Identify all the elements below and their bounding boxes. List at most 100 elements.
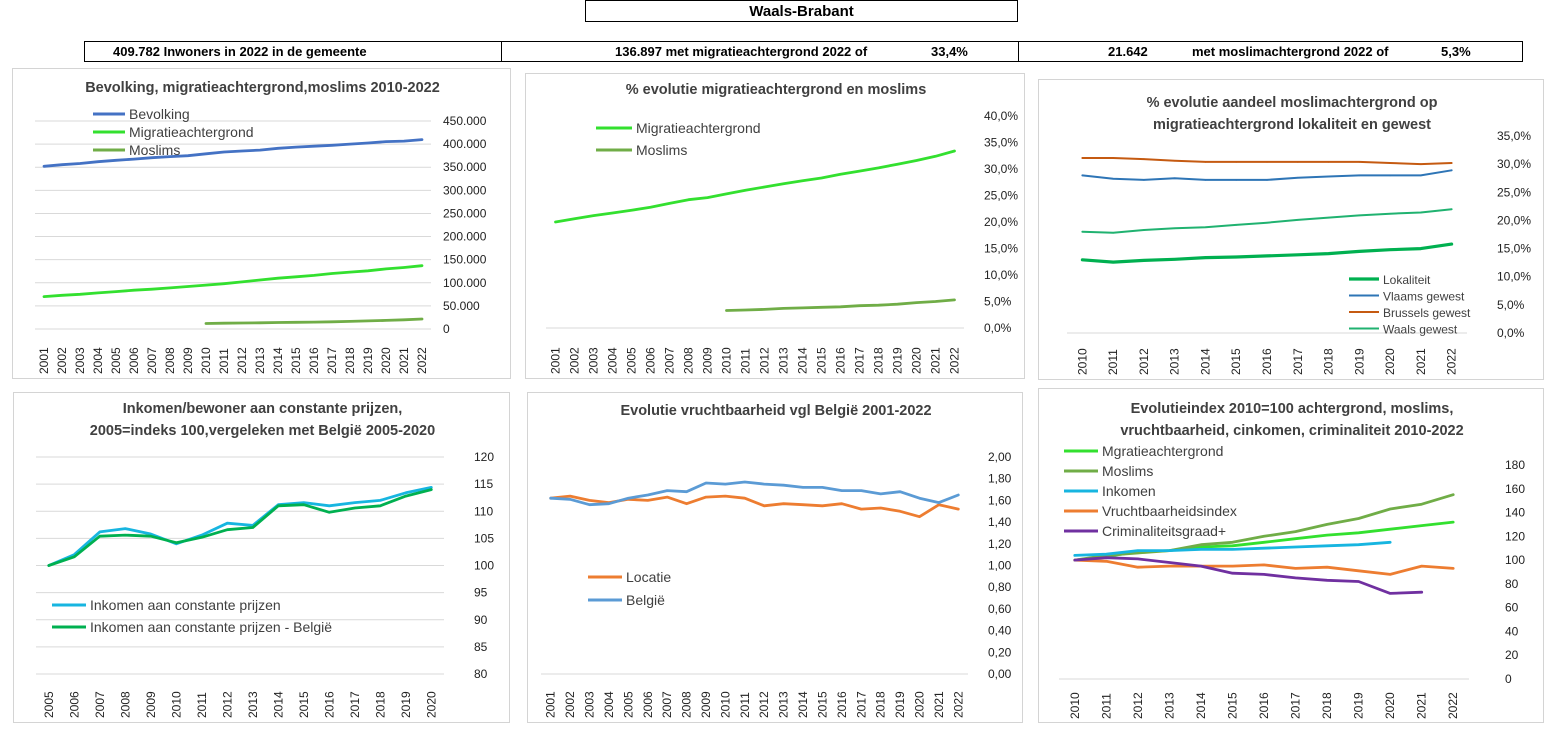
- data-point-bevolking: [205, 153, 207, 155]
- y-tick-label: 115: [474, 477, 493, 491]
- x-tick-label: 2007: [663, 347, 677, 374]
- y-tick-label: 5,0%: [1497, 298, 1525, 312]
- data-point-inkomen-aan-constante-prijzen-belgi: [328, 511, 331, 514]
- legend-label-migratieachtergrond: Migratieachtergrond: [636, 120, 761, 136]
- data-point-locatie: [646, 499, 649, 502]
- y-tick-label: 140: [1505, 506, 1525, 520]
- stat-cell-inwoners: [85, 42, 502, 61]
- data-point-moslims: [820, 306, 823, 309]
- x-tick-label: 2019: [399, 691, 413, 718]
- y-tick-label: 30,0%: [1497, 157, 1531, 171]
- data-point-moslims: [403, 318, 405, 321]
- x-tick-label: 2020: [1383, 348, 1397, 375]
- data-point-waals-gewest: [1112, 232, 1114, 234]
- x-tick-label: 2018: [343, 347, 357, 374]
- x-tick-label: 2014: [1198, 348, 1212, 375]
- data-point-criminaliteitsgraad: [1231, 572, 1234, 574]
- stat-moslim-count: 21.642: [1108, 44, 1148, 59]
- x-tick-label: 2010: [199, 347, 213, 374]
- data-point-waals-gewest: [1235, 224, 1238, 226]
- data-point-vruchtbaarheidsindex: [1389, 573, 1391, 576]
- data-point-moslims: [1137, 552, 1139, 554]
- data-point-waals-gewest: [1204, 226, 1207, 228]
- x-tick-label: 2008: [682, 347, 696, 374]
- y-tick-label: 60: [1505, 601, 1519, 615]
- data-point-lokaliteit: [1327, 252, 1330, 255]
- data-point-moslims: [782, 307, 785, 310]
- data-point-belgi: [879, 493, 882, 495]
- data-point-waals-gewest: [1327, 216, 1330, 219]
- data-point-vlaams-gewest: [1327, 175, 1330, 178]
- data-point-belgi: [724, 483, 727, 485]
- data-point-inkomen-aan-constante-prijzen-belgi: [149, 535, 152, 538]
- chart-title-line: vruchtbaarheid, cinkomen, criminaliteit …: [1120, 423, 1463, 439]
- data-point-inkomen-aan-constante-prijzen-belgi: [175, 541, 178, 544]
- data-point-inkomen-aan-constante-prijzen-belgi: [73, 556, 76, 558]
- x-tick-label: 2014: [271, 691, 285, 718]
- data-point-lokaliteit: [1173, 258, 1176, 261]
- data-point-criminaliteitsgraad: [1168, 561, 1171, 564]
- data-point-locatie: [821, 505, 824, 507]
- data-point-moslims: [1326, 523, 1328, 526]
- x-tick-label: 2011: [195, 692, 209, 718]
- x-tick-label: 2019: [893, 691, 907, 718]
- y-tick-label: 80: [1505, 577, 1519, 591]
- y-tick-label: 10,0%: [984, 268, 1018, 282]
- x-tick-label: 2008: [680, 691, 694, 718]
- x-tick-label: 2022: [1446, 692, 1460, 719]
- data-point-inkomen-aan-constante-prijzen: [302, 501, 305, 504]
- data-point-inkomen-aan-constante-prijzen: [98, 531, 101, 533]
- y-tick-label: 90: [474, 613, 488, 627]
- y-tick-label: 1,60: [988, 493, 1012, 507]
- x-tick-label: 2017: [348, 691, 362, 718]
- data-point-brussels-gewest: [1081, 157, 1084, 159]
- data-point-inkomen-aan-constante-prijzen: [404, 492, 407, 494]
- x-tick-label: 2013: [1168, 348, 1182, 375]
- chart-title-line: 2005=indeks 100,vergeleken met België 20…: [90, 423, 435, 439]
- x-tick-label: 2007: [660, 691, 674, 718]
- stat-migratie-pct: 33,4%: [931, 44, 968, 59]
- x-tick-label: 2016: [835, 691, 849, 718]
- data-point-inkomen-aan-constante-prijzen-belgi: [302, 503, 305, 506]
- data-point-migratieachtergrond: [61, 294, 63, 297]
- data-point-inkomen-aan-constante-prijzen: [430, 486, 433, 489]
- x-tick-label: 2015: [289, 347, 303, 374]
- y-tick-label: 35,0%: [984, 136, 1018, 150]
- series-line-vlaams-gewest: [1081, 169, 1453, 181]
- legend-label-brussels-gewest: Brussels gewest: [1383, 306, 1471, 320]
- x-tick-label: 2017: [853, 347, 867, 374]
- data-point-inkomen-aan-constante-prijzen: [124, 527, 127, 530]
- chart-title: Evolutie vruchtbaarheid vgl België 2001-…: [620, 403, 931, 419]
- y-tick-label: 20,0%: [984, 215, 1018, 229]
- data-point-bevolking: [241, 150, 243, 152]
- data-point-migratieachtergrond: [858, 170, 861, 172]
- x-tick-label: 2006: [127, 347, 141, 374]
- data-point-inkomen-aan-constante-prijzen-belgi: [404, 495, 407, 497]
- data-point-locatie: [802, 503, 804, 506]
- data-point-lokaliteit: [1389, 248, 1391, 251]
- data-point-migratieachtergrond: [953, 150, 956, 152]
- x-tick-label: 2001: [549, 347, 563, 374]
- data-point-moslims: [915, 301, 918, 304]
- x-tick-label: 2021: [397, 347, 411, 374]
- data-point-waals-gewest: [1173, 227, 1176, 230]
- data-point-vruchtbaarheidsindex: [1452, 567, 1455, 570]
- data-point-waals-gewest: [1266, 221, 1268, 224]
- data-point-moslims: [1294, 530, 1297, 533]
- page-title: Waals-Brabant: [585, 0, 1018, 22]
- x-tick-label: 2012: [757, 691, 771, 718]
- x-tick-label: 2010: [1075, 348, 1089, 375]
- data-point-moslims: [934, 300, 937, 303]
- x-tick-label: 2015: [297, 691, 311, 718]
- y-tick-label: 1,00: [988, 559, 1012, 573]
- data-point-moslims: [349, 320, 351, 323]
- data-point-bevolking: [169, 155, 171, 158]
- chart-title: Bevolking, migratieachtergrond,moslims 2…: [85, 80, 440, 96]
- data-point-waals-gewest: [1389, 212, 1391, 215]
- data-point-brussels-gewest: [1173, 159, 1176, 162]
- data-point-inkomen: [1326, 545, 1328, 547]
- data-point-migratieachtergrond: [725, 193, 728, 195]
- data-point-inkomen-aan-constante-prijzen-belgi: [430, 488, 433, 491]
- data-point-inkomen-aan-constante-prijzen-belgi: [124, 534, 127, 536]
- x-tick-label: 2017: [1289, 692, 1303, 719]
